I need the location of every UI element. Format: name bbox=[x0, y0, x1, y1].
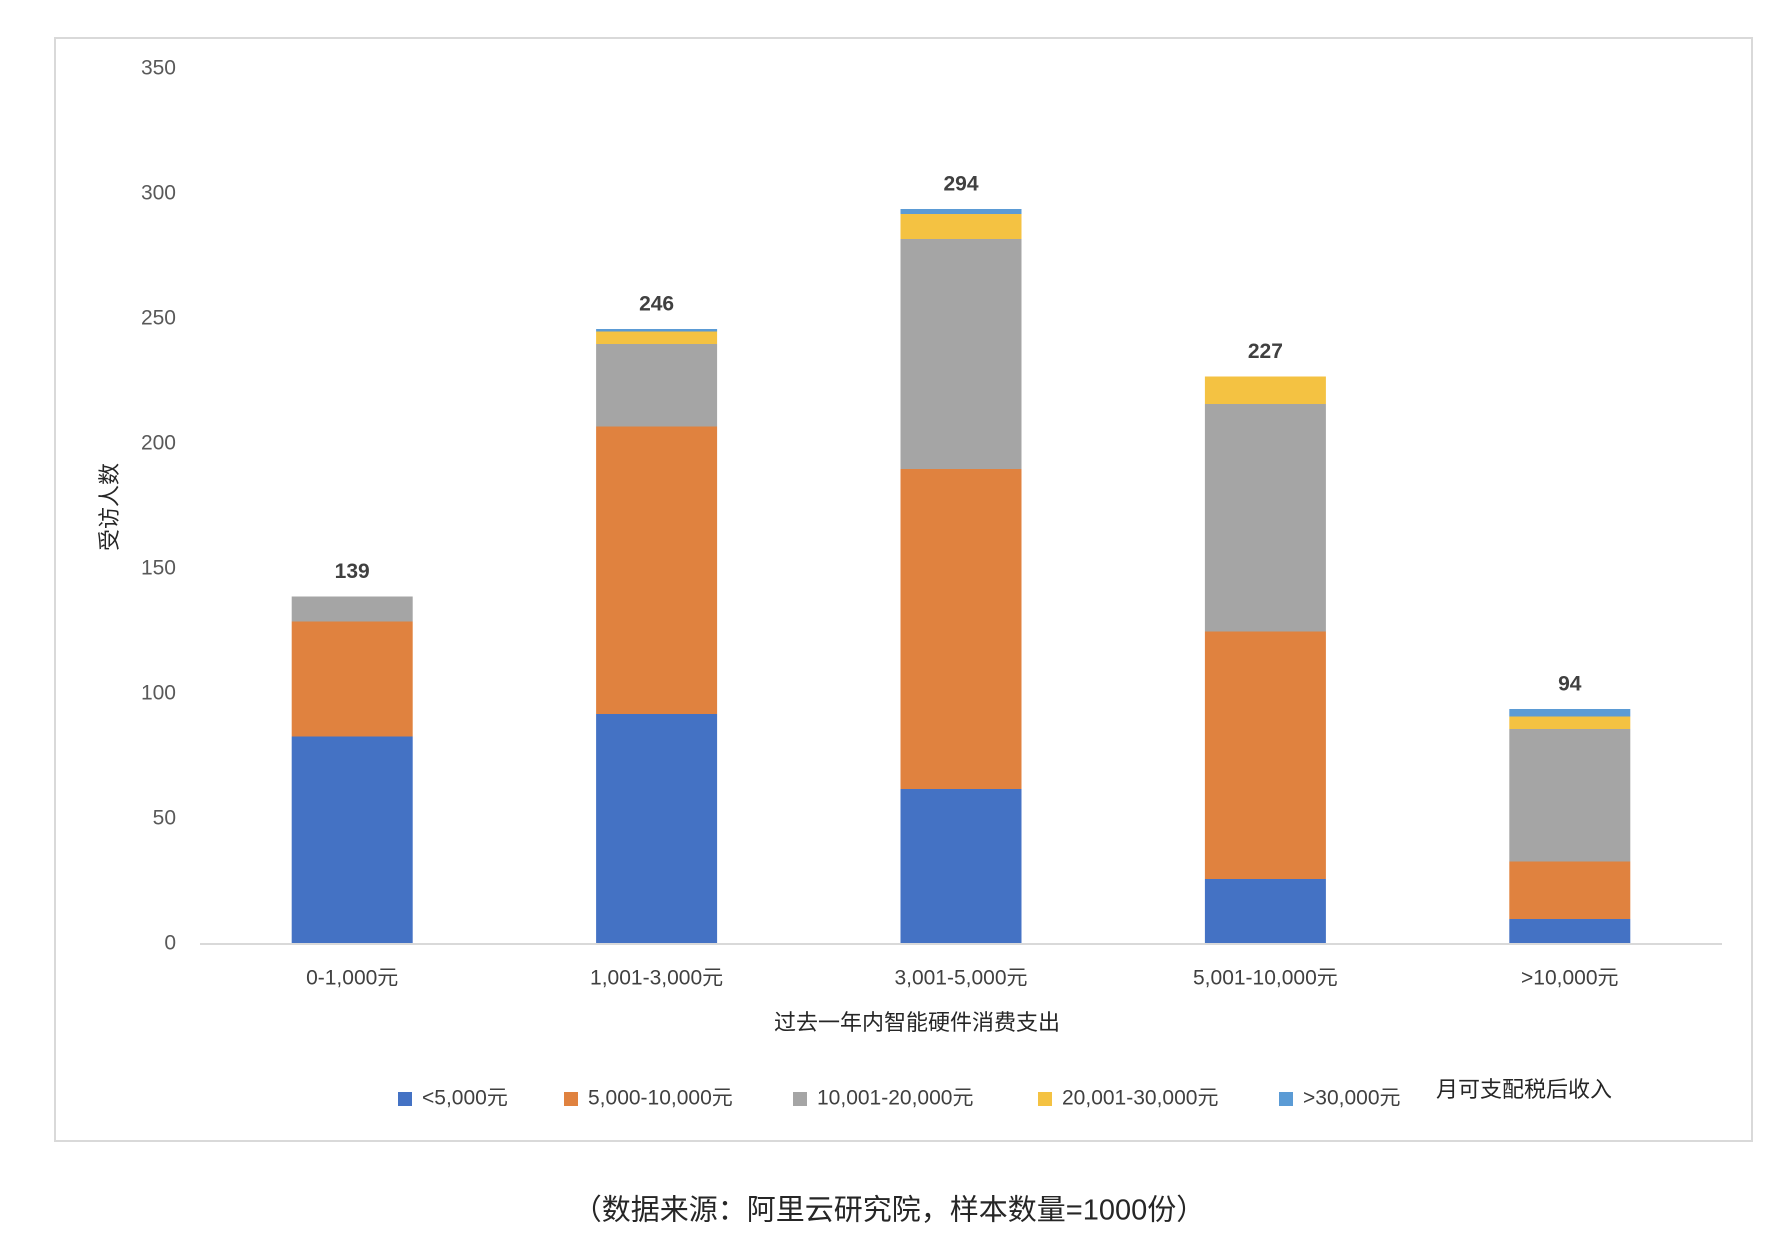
legend-label: >30,000元 bbox=[1303, 1087, 1401, 1110]
bar-segment bbox=[596, 344, 718, 427]
y-tick-label: 300 bbox=[141, 182, 176, 205]
bar-segment bbox=[900, 469, 1022, 789]
bar-segment bbox=[1204, 631, 1326, 879]
x-tick-label: 0-1,000元 bbox=[306, 967, 398, 990]
y-tick-label: 50 bbox=[153, 807, 176, 830]
bar-segment bbox=[900, 789, 1022, 944]
bar-segment bbox=[1509, 861, 1631, 919]
total-label: 139 bbox=[335, 560, 370, 583]
legend-swatch bbox=[398, 1092, 412, 1106]
total-label: 94 bbox=[1558, 673, 1582, 696]
source-note: （数据来源：阿里云研究院，样本数量=1000份） bbox=[573, 1194, 1205, 1227]
x-axis-title: 过去一年内智能硬件消费支出 bbox=[774, 1010, 1060, 1035]
legend-swatch bbox=[1279, 1092, 1293, 1106]
bar-segment bbox=[596, 426, 718, 714]
bar-segment bbox=[596, 329, 718, 332]
legend-label: 20,001-30,000元 bbox=[1062, 1087, 1218, 1110]
bar-segment bbox=[1204, 376, 1326, 404]
bar-segment bbox=[596, 714, 718, 944]
legend-label: 10,001-20,000元 bbox=[817, 1087, 973, 1110]
bar-segment bbox=[291, 621, 413, 737]
bar-segment bbox=[900, 214, 1022, 239]
legend-title: 月可支配税后收入 bbox=[1436, 1077, 1612, 1102]
total-label: 294 bbox=[943, 173, 978, 196]
y-tick-label: 200 bbox=[141, 432, 176, 455]
x-tick-label: 3,001-5,000元 bbox=[894, 967, 1027, 990]
y-tick-label: 350 bbox=[141, 57, 176, 80]
bar-segment bbox=[1509, 716, 1631, 729]
bar-segment bbox=[291, 736, 413, 944]
bar-segment bbox=[1509, 919, 1631, 944]
y-tick-label: 150 bbox=[141, 557, 176, 580]
legend-swatch bbox=[564, 1092, 578, 1106]
bar-segment bbox=[1509, 729, 1631, 862]
y-tick-label: 250 bbox=[141, 307, 176, 330]
bar-segment bbox=[900, 239, 1022, 469]
y-axis-title: 受访人数 bbox=[97, 463, 122, 551]
bar-segment bbox=[596, 331, 718, 344]
y-tick-label: 0 bbox=[164, 932, 176, 955]
bar-segment bbox=[1204, 404, 1326, 632]
legend-label: <5,000元 bbox=[422, 1087, 508, 1110]
y-tick-label: 100 bbox=[141, 682, 176, 705]
total-label: 246 bbox=[639, 293, 674, 316]
bar-segment bbox=[1509, 709, 1631, 717]
total-label: 227 bbox=[1248, 340, 1283, 363]
legend-label: 5,000-10,000元 bbox=[588, 1087, 733, 1110]
x-tick-label: >10,000元 bbox=[1521, 967, 1619, 990]
x-tick-label: 5,001-10,000元 bbox=[1193, 967, 1338, 990]
bar-segment bbox=[1204, 879, 1326, 944]
x-tick-label: 1,001-3,000元 bbox=[590, 967, 723, 990]
legend-swatch bbox=[1038, 1092, 1052, 1106]
legend-swatch bbox=[793, 1092, 807, 1106]
bar-segment bbox=[900, 209, 1022, 214]
bar-segment bbox=[291, 596, 413, 622]
